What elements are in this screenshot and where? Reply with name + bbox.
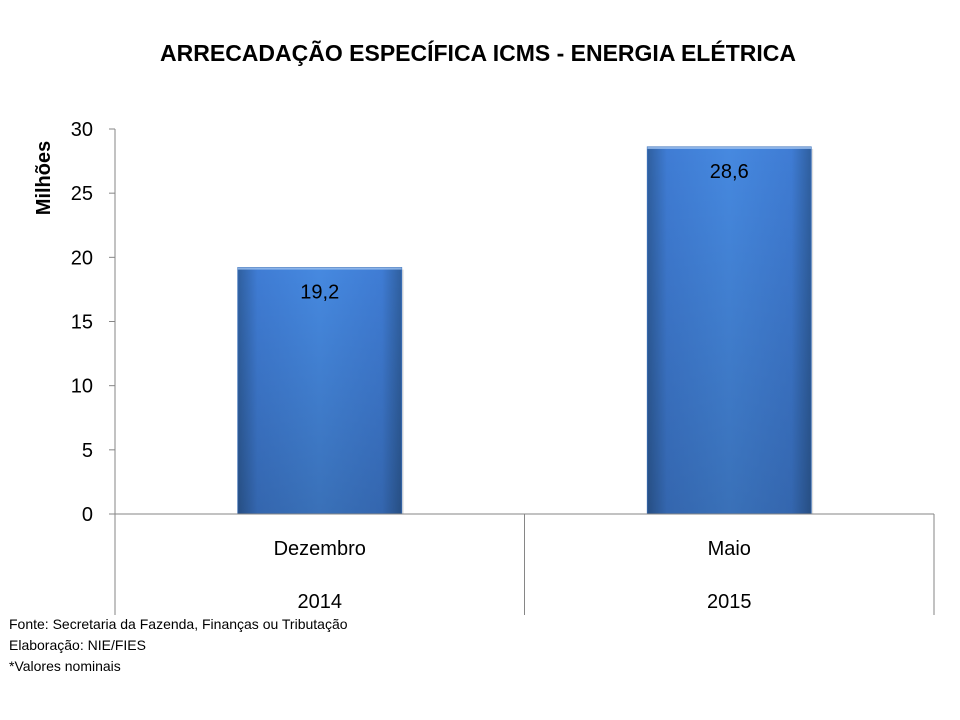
bar-top-highlight [237,267,402,270]
y-tick-label: 0 [82,504,93,526]
bar-shade [647,146,812,514]
x-category-label: Dezembro [274,538,366,560]
y-tick-label: 30 [71,119,93,141]
y-tick-label: 25 [71,183,93,205]
source-note: Fonte: Secretaria da Fazenda, Finanças o… [9,616,348,632]
y-tick-label: 10 [71,376,93,398]
y-axis-label: Milhões [33,141,55,215]
elaboration-note: Elaboração: NIE/FIES [9,637,146,653]
y-tick-label: 15 [71,312,93,334]
footnotes: Fonte: Secretaria da Fazenda, Finanças o… [9,614,348,677]
data-label: 28,6 [710,161,749,183]
x-year-label: 2014 [298,591,343,613]
bar-shade [237,267,402,514]
chart-title: ARRECADAÇÃO ESPECÍFICA ICMS - ENERGIA EL… [160,39,796,66]
data-label: 19,2 [300,282,339,304]
x-year-label: 2015 [707,591,752,613]
x-category-label: Maio [708,538,751,560]
y-tick-label: 5 [82,440,93,462]
x-axis: Dezembro 2014 Maio 2015 [114,513,935,615]
bar-top-highlight [647,146,812,149]
y-axis: 0 5 10 15 20 25 30 [71,119,116,615]
bars: 19,2 28,6 [237,146,814,515]
y-tick-label: 20 [71,247,93,269]
disclaimer-note: *Valores nominais [9,658,121,674]
